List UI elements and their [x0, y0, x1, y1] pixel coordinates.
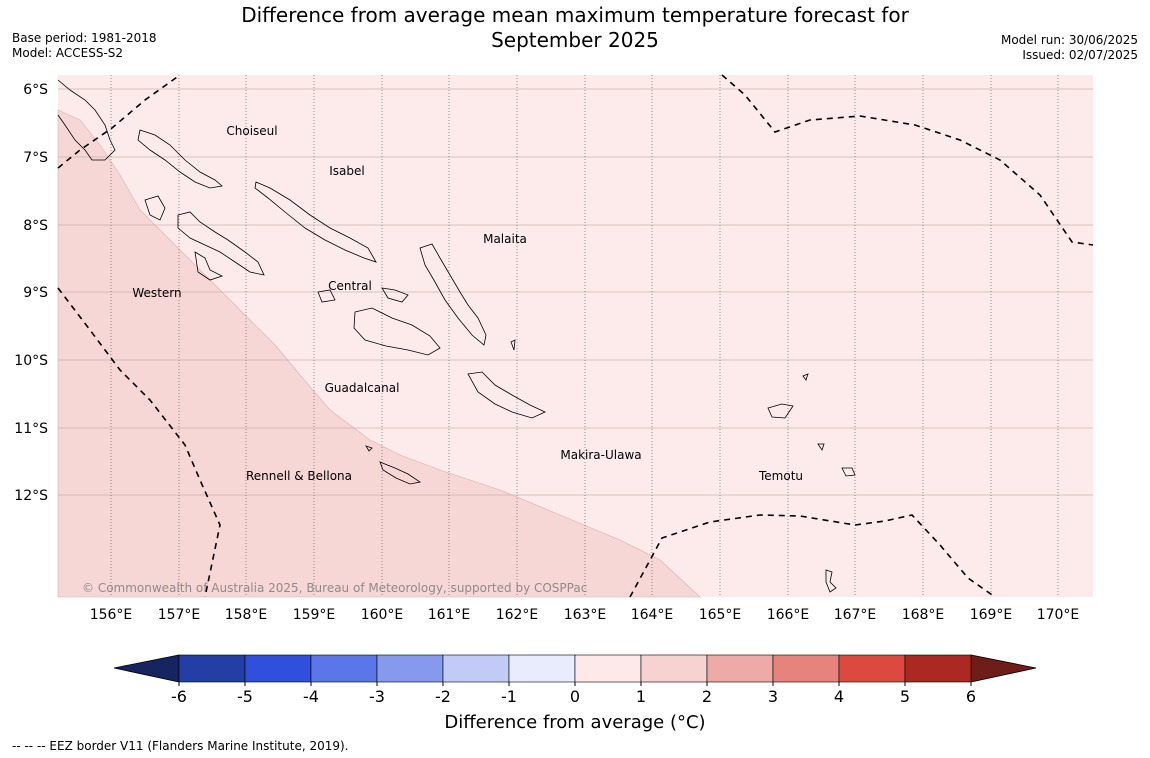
colorbar: -6 -5 -4 -3 -2 -1 0 1 2 3 4 5 6 Difference from aver… — [113, 654, 1037, 733]
colorbar-box — [772, 654, 840, 683]
colorbar-tick-label: 2 — [702, 687, 712, 706]
title-line-1: Difference from average mean maximum tem… — [241, 3, 909, 27]
region-label-makira-ulawa: Makira-Ulawa — [560, 448, 641, 462]
colorbar-box — [574, 654, 642, 683]
colorbar-tick-label: -5 — [237, 687, 253, 706]
lon-label-170e: 170°E — [1037, 607, 1080, 623]
shade-1-2 — [57, 109, 701, 598]
region-label-guadalcanal: Guadalcanal — [325, 381, 400, 395]
colorbar-tick-label: 4 — [834, 687, 844, 706]
tikopia-island — [817, 443, 825, 451]
lat-label-11s: 11°S — [14, 421, 48, 437]
colorbar-tick-label: 0 — [570, 687, 580, 706]
map: 6°S 7°S 8°S 9°S 10°S 11°S 12°S 156°E 157… — [14, 74, 1094, 623]
colorbar-tick-label: 6 — [966, 687, 976, 706]
eez-border-northeast — [721, 74, 1094, 246]
colorbar-extend-low — [113, 654, 180, 683]
lon-label-162e: 162°E — [496, 607, 539, 623]
colorbar-tick-label: 1 — [636, 687, 646, 706]
new-georgia-island — [177, 211, 265, 276]
lon-label-165e: 165°E — [699, 607, 742, 623]
colorbar-tick-label: -2 — [435, 687, 451, 706]
malaita-island — [419, 243, 487, 346]
ontong-java-islet — [510, 339, 516, 351]
lon-label-158e: 158°E — [225, 607, 268, 623]
model-name: Model: ACCESS-S2 — [12, 46, 124, 60]
issued-date: Issued: 02/07/2025 — [1022, 48, 1138, 62]
colorbar-tick-label: 5 — [900, 687, 910, 706]
eez-borders — [57, 74, 1094, 598]
colorbar-tick-label: -4 — [303, 687, 319, 706]
region-label-isabel: Isabel — [329, 164, 364, 178]
region-label-temotu: Temotu — [758, 469, 803, 483]
lon-label-163e: 163°E — [564, 607, 607, 623]
model-run: Model run: 30/06/2025 — [1000, 33, 1138, 47]
colorbar-box — [178, 654, 246, 683]
colorbar-box — [904, 654, 972, 683]
colorbar-box — [376, 654, 444, 683]
title-line-2: September 2025 — [491, 28, 659, 52]
lon-label-166e: 166°E — [767, 607, 810, 623]
region-label-western: Western — [132, 286, 181, 300]
makira-island — [467, 371, 546, 419]
lat-label-9s: 9°S — [23, 285, 48, 301]
choiseul-island — [137, 129, 223, 189]
isabel-island — [254, 181, 377, 263]
bougainville-coast — [57, 79, 116, 161]
colorbar-tick-label: -3 — [369, 687, 385, 706]
utupua-island — [825, 569, 837, 593]
rennell-island — [379, 461, 422, 485]
santa-cruz-island — [767, 403, 794, 419]
lon-label-168e: 168°E — [902, 607, 945, 623]
colorbar-box — [244, 654, 312, 683]
lon-label-161e: 161°E — [428, 607, 471, 623]
lon-label-164e: 164°E — [631, 607, 674, 623]
eez-border-south — [629, 514, 996, 598]
lat-label-8s: 8°S — [23, 218, 48, 234]
lon-label-160e: 160°E — [361, 607, 404, 623]
region-label-central: Central — [328, 279, 372, 293]
lon-label-157e: 157°E — [158, 607, 201, 623]
base-period: Base period: 1981-2018 — [12, 31, 157, 45]
meta-left: Base period: 1981-2018 Model: ACCESS-S2 — [12, 31, 157, 61]
guadalcanal-island — [353, 307, 441, 356]
bellona-island — [365, 445, 373, 452]
lon-label-169e: 169°E — [970, 607, 1013, 623]
colorbar-extend-high — [970, 654, 1037, 683]
reef-islands — [802, 373, 809, 381]
meta-right: Model run: 30/06/2025 Issued: 02/07/2025 — [1001, 33, 1138, 63]
colorbar-box — [310, 654, 378, 683]
footnote: -- -- -- EEZ border V11 (Flanders Marine… — [12, 739, 349, 753]
colorbar-tick-label: -6 — [171, 687, 187, 706]
rendova-island — [194, 251, 224, 281]
lat-label-10s: 10°S — [14, 353, 48, 369]
colorbar-box — [640, 654, 708, 683]
region-label-choiseul: Choiseul — [226, 124, 277, 138]
lon-label-159e: 159°E — [293, 607, 336, 623]
eez-border-north — [57, 74, 181, 169]
russell-islands — [381, 287, 409, 303]
colorbar-box — [838, 654, 906, 683]
region-label-malaita: Malaita — [483, 232, 527, 246]
colorbar-box — [706, 654, 774, 683]
gridlines — [58, 88, 1093, 496]
lat-label-7s: 7°S — [23, 150, 48, 166]
colorbar-tick-label: -1 — [501, 687, 517, 706]
lon-label-167e: 167°E — [834, 607, 877, 623]
coastlines — [57, 79, 856, 593]
copyright-text: © Commonwealth of Australia 2025, Bureau… — [82, 581, 587, 595]
colorbar-box — [508, 654, 576, 683]
colorbar-box — [442, 654, 510, 683]
lat-label-12s: 12°S — [14, 488, 48, 504]
lon-label-156e: 156°E — [90, 607, 133, 623]
colorbar-tick-label: 3 — [768, 687, 778, 706]
chart-title: Difference from average mean maximum tem… — [0, 3, 1150, 53]
region-label-rennell-bellona: Rennell & Bellona — [246, 469, 352, 483]
vella-lavella-island — [144, 195, 166, 221]
vanikoro-island — [841, 467, 856, 477]
florida-islands — [317, 289, 336, 303]
colorbar-label: Difference from average (°C) — [444, 712, 705, 733]
lat-label-6s: 6°S — [23, 82, 48, 98]
meridians — [110, 75, 1059, 597]
